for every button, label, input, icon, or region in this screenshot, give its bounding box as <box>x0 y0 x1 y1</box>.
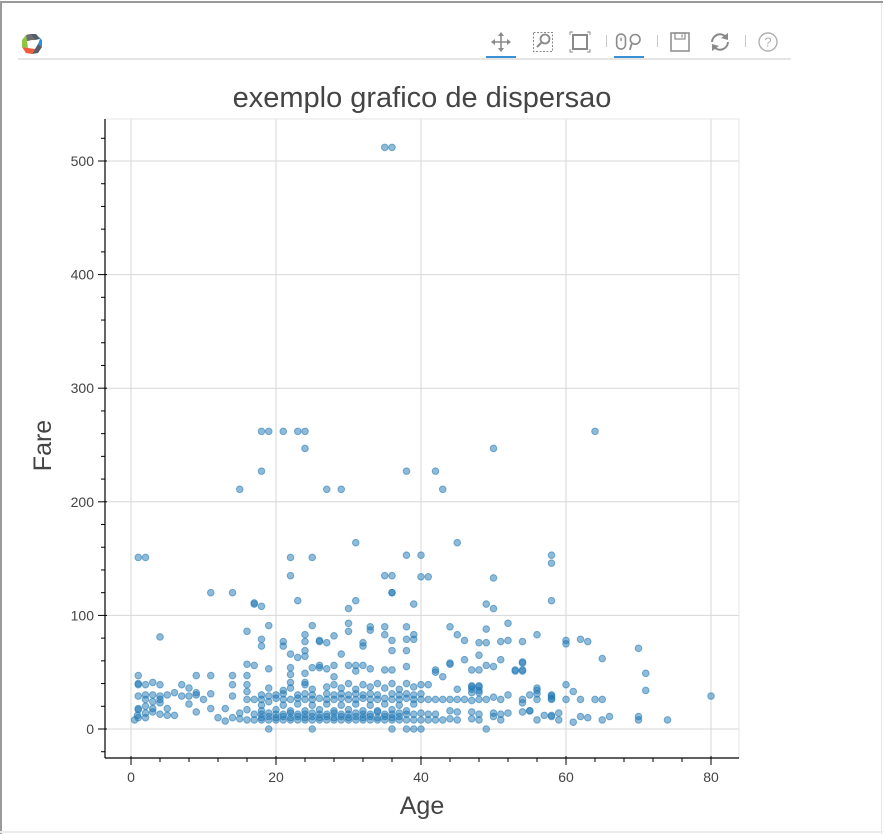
box-zoom-icon <box>533 32 553 52</box>
grid-lines <box>105 119 739 758</box>
zoom-extent-tool-button[interactable] <box>565 28 595 56</box>
save-tool-button[interactable] <box>665 28 695 56</box>
x-axis-label: Age <box>399 792 445 820</box>
data-points <box>130 143 715 733</box>
pan-move-icon <box>491 32 511 52</box>
pan-tool-button[interactable] <box>486 28 516 59</box>
svg-text:0: 0 <box>127 769 135 785</box>
svg-text:?: ? <box>764 35 771 50</box>
svg-text:200: 200 <box>71 494 95 510</box>
zoom-extent-icon <box>569 31 591 53</box>
svg-text:80: 80 <box>703 769 719 785</box>
svg-text:300: 300 <box>71 380 95 396</box>
reset-tool-button[interactable] <box>705 28 735 56</box>
help-tool-button[interactable]: ? <box>753 28 783 56</box>
svg-text:100: 100 <box>71 607 95 623</box>
window-top-border <box>0 1 883 3</box>
axes: 0 20 40 60 80 0 100 200 300 400 500 <box>71 119 739 785</box>
svg-text:60: 60 <box>558 769 574 785</box>
toolbar-separator <box>745 35 746 47</box>
window-right-border <box>881 3 882 834</box>
box-zoom-tool-button[interactable] <box>528 28 558 56</box>
wheel-zoom-tool-button[interactable] <box>614 28 644 59</box>
bokeh-logo-icon[interactable] <box>18 30 46 58</box>
svg-text:20: 20 <box>268 769 284 785</box>
toolbar-divider <box>18 58 791 60</box>
svg-text:500: 500 <box>71 153 95 169</box>
help-icon: ? <box>758 32 778 52</box>
toolbar-separator <box>657 35 658 47</box>
chart-title: exemplo grafico de dispersao <box>232 82 612 114</box>
svg-text:0: 0 <box>86 721 94 737</box>
reset-icon <box>711 33 729 51</box>
window-left-border <box>0 1 2 834</box>
save-icon <box>670 32 690 52</box>
svg-text:40: 40 <box>413 769 429 785</box>
plot-frame <box>104 118 740 759</box>
wheel-zoom-icon <box>615 33 641 51</box>
toolbar-separator <box>606 35 607 47</box>
svg-text:400: 400 <box>71 267 95 283</box>
window-bottom-border <box>0 831 883 833</box>
y-axis-label: Fare <box>29 419 58 471</box>
